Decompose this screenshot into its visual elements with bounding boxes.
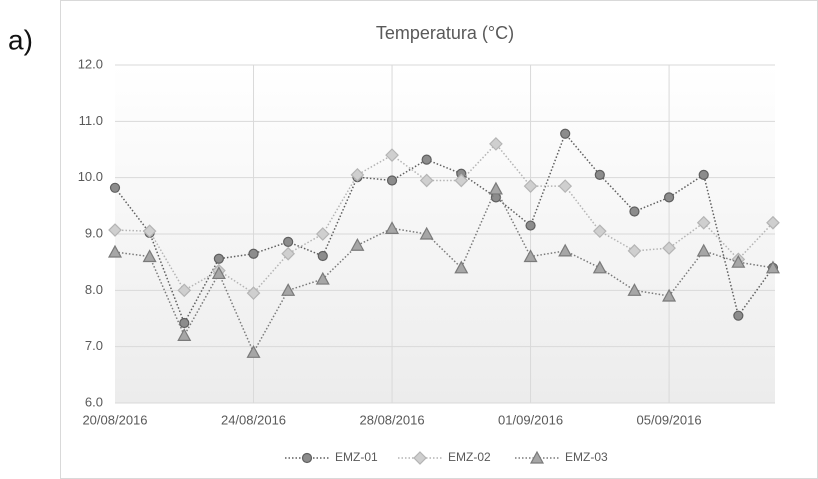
data-point <box>627 244 642 258</box>
data-point <box>698 169 709 180</box>
data-point <box>419 226 434 240</box>
data-point <box>421 154 432 165</box>
data-point <box>525 220 536 231</box>
data-point <box>248 248 259 259</box>
data-point <box>627 283 642 296</box>
data-point <box>523 179 538 193</box>
data-point <box>662 288 677 302</box>
data-point <box>419 173 434 188</box>
data-point <box>385 148 399 162</box>
data-point <box>246 345 261 358</box>
chart-title: Temperatura (°C) <box>376 23 514 43</box>
y-tick-label: 8.0 <box>85 282 103 297</box>
data-point <box>592 260 607 274</box>
data-point <box>281 283 296 296</box>
series-line <box>114 142 774 295</box>
x-tick-label: 20/08/2016 <box>82 412 147 427</box>
data-point <box>177 328 192 341</box>
legend-label: EMZ-02 <box>448 450 491 464</box>
data-point <box>662 241 676 255</box>
data-point <box>523 249 538 263</box>
data-point <box>766 215 780 230</box>
data-point <box>142 224 157 239</box>
data-point <box>386 175 398 186</box>
data-point <box>108 223 122 237</box>
data-point <box>592 224 607 239</box>
y-tick-label: 7.0 <box>85 338 103 353</box>
data-point <box>629 206 640 217</box>
data-point <box>558 179 573 193</box>
y-tick-label: 6.0 <box>85 394 103 409</box>
series-line <box>114 187 774 354</box>
x-tick-label: 24/08/2016 <box>221 412 286 427</box>
series-line <box>114 132 774 325</box>
data-point <box>731 254 746 268</box>
legend-marker <box>413 451 427 465</box>
data-point <box>177 283 192 298</box>
data-point <box>594 169 605 180</box>
data-point <box>315 271 330 285</box>
data-point <box>733 310 744 321</box>
y-tick-label: 12.0 <box>78 56 103 71</box>
y-tick-label: 9.0 <box>85 225 103 240</box>
data-point <box>107 244 123 258</box>
data-point <box>246 286 261 300</box>
data-point <box>560 128 571 139</box>
data-point <box>213 253 224 264</box>
data-point <box>765 260 780 274</box>
data-point <box>350 168 365 182</box>
data-point <box>454 173 469 188</box>
panel-label: a) <box>8 24 33 55</box>
x-tick-label: 28/08/2016 <box>360 412 425 427</box>
legend-label: EMZ-01 <box>335 450 378 464</box>
data-point <box>317 250 328 262</box>
data-point <box>281 246 295 261</box>
data-point <box>142 249 157 263</box>
data-point <box>488 181 503 195</box>
y-tick-label: 11.0 <box>79 113 103 128</box>
data-point <box>454 260 469 274</box>
data-point <box>558 243 573 257</box>
data-point <box>211 266 226 280</box>
legend-marker <box>301 452 313 464</box>
data-point <box>315 227 330 241</box>
data-point <box>109 182 121 193</box>
data-point <box>283 236 294 247</box>
data-point <box>663 192 675 203</box>
data-point <box>696 215 711 230</box>
x-tick-label: 05/09/2016 <box>637 412 702 427</box>
data-point <box>696 243 711 257</box>
data-point <box>350 238 365 251</box>
data-point <box>385 221 400 234</box>
x-tick-label: 01/09/2016 <box>498 412 563 427</box>
data-point <box>489 137 503 151</box>
legend-marker <box>529 450 545 464</box>
legend-label: EMZ-03 <box>565 450 608 464</box>
data-point <box>179 317 190 329</box>
y-tick-label: 10.0 <box>78 169 103 184</box>
